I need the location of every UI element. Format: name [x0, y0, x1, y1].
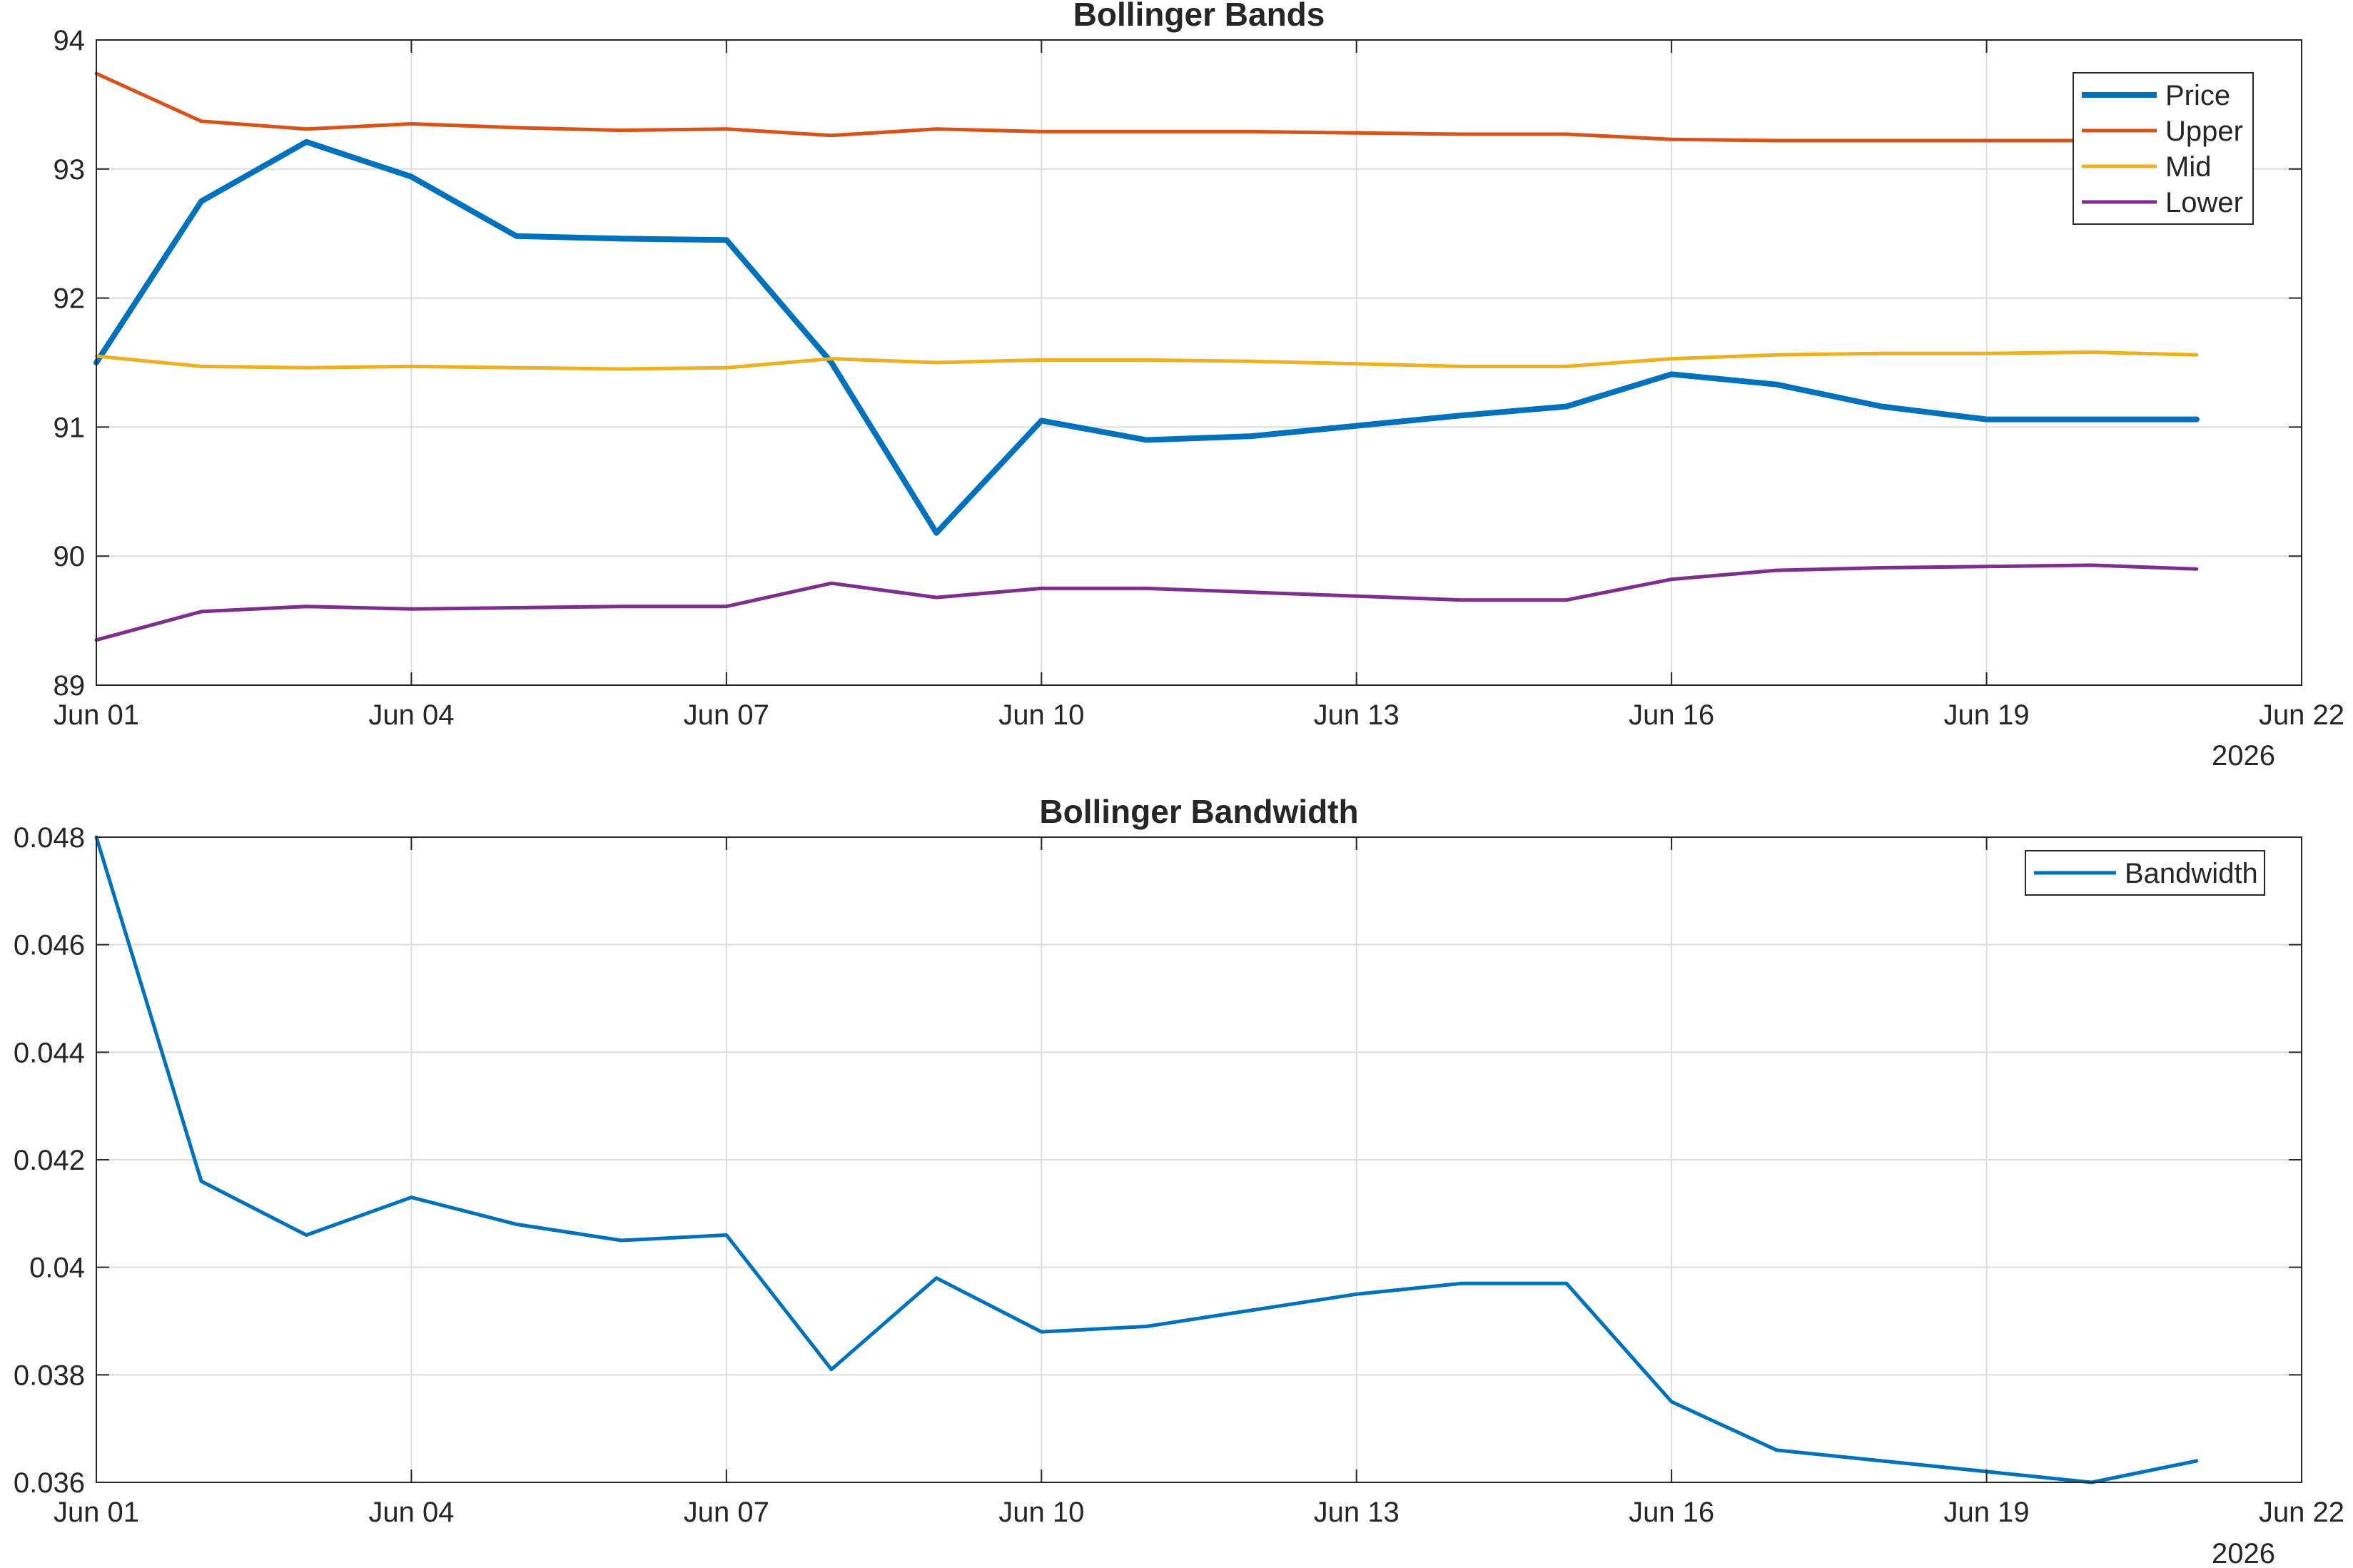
bandwidth-y-tick-label: 0.042	[14, 1145, 85, 1176]
bandwidth-x-tick-label: Jun 01	[54, 1497, 139, 1528]
bandwidth-series	[94, 835, 2199, 1484]
bandwidth-legend: Bandwidth	[2025, 850, 2265, 896]
bands-title: Bollinger Bands	[1073, 0, 1325, 33]
bandwidth-x-tick-label: Jun 07	[684, 1497, 769, 1528]
bandwidth-y-tick-label: 0.048	[14, 822, 85, 854]
bands-y-tick-label: 90	[54, 541, 86, 572]
series-line-lower	[94, 563, 2199, 642]
bands-ticks: Jun 01 Jun 04 Jun 07 Jun 10 Jun 13 Jun 16 Jun …	[54, 25, 2345, 731]
bands-y-tick-label: 94	[54, 25, 86, 56]
bands-x-tick-label: Jun 10	[998, 699, 1084, 731]
bands-series	[93, 71, 2200, 642]
bandwidth-y-tick-label: 0.046	[14, 930, 85, 961]
bandwidth-x-tick-label: Jun 13	[1314, 1497, 1400, 1528]
bands-axes	[96, 39, 2302, 686]
bandwidth-y-tick-label: 0.044	[14, 1037, 85, 1068]
bandwidth-x-tick-label: Jun 04	[368, 1497, 454, 1528]
bands-y-tick-label: 93	[54, 154, 86, 186]
legend-label-mid: Mid	[2165, 151, 2211, 183]
legend-label-lower: Lower	[2165, 187, 2243, 218]
bandwidth-title: Bollinger Bandwidth	[1039, 793, 1358, 830]
bandwidth-x-tick-label: Jun 19	[1944, 1497, 2030, 1528]
series-line-upper	[94, 71, 2199, 143]
bandwidth-x-tick-label: Jun 16	[1629, 1497, 1714, 1528]
bands-x-tick-label: Jun 01	[54, 699, 139, 731]
bandwidth-grid	[96, 837, 2302, 1482]
legend-label-price: Price	[2165, 80, 2230, 111]
bands-x-tick-label: Jun 04	[368, 699, 454, 731]
bands-legend-box	[2073, 72, 2254, 225]
series-line-bandwidth	[94, 835, 2199, 1484]
bands-x-tick-label: Jun 19	[1944, 699, 2030, 731]
bands-x-tick-label: Jun 16	[1629, 699, 1714, 731]
bands-legend: Price Upper Mid Lower	[2073, 72, 2254, 225]
series-line-mid	[94, 350, 2199, 371]
bands-grid	[96, 40, 2302, 685]
bands-x-tick-label: Jun 22	[2259, 699, 2344, 731]
bands-x-tick-label: Jun 07	[684, 699, 769, 731]
bandwidth-chart: Jun 01 Jun 04 Jun 07 Jun 10 Jun 13 Jun 16 Jun …	[14, 793, 2344, 1568]
bands-y-tick-label: 89	[54, 670, 86, 702]
bands-x-year-label: 2026	[2212, 740, 2275, 772]
bandwidth-x-year-label: 2026	[2212, 1538, 2275, 1568]
bandwidth-x-tick-label: Jun 22	[2259, 1497, 2344, 1528]
bandwidth-y-tick-label: 0.04	[29, 1253, 85, 1284]
bandwidth-ticks: Jun 01 Jun 04 Jun 07 Jun 10 Jun 13 Jun 16 Jun …	[14, 822, 2344, 1528]
bandwidth-y-tick-label: 0.038	[14, 1360, 85, 1391]
bollinger-bands-chart: Jun 01 Jun 04 Jun 07 Jun 10 Jun 13 Jun 16 Jun …	[54, 0, 2345, 772]
series-line-price	[93, 138, 2200, 536]
legend-label-bandwidth: Bandwidth	[2125, 858, 2258, 889]
bandwidth-x-tick-label: Jun 10	[998, 1497, 1084, 1528]
legend-label-upper: Upper	[2165, 116, 2243, 147]
bandwidth-y-tick-label: 0.036	[14, 1467, 85, 1499]
bands-x-tick-label: Jun 13	[1314, 699, 1400, 731]
bands-y-tick-label: 91	[54, 412, 86, 443]
bands-y-tick-label: 92	[54, 283, 86, 315]
